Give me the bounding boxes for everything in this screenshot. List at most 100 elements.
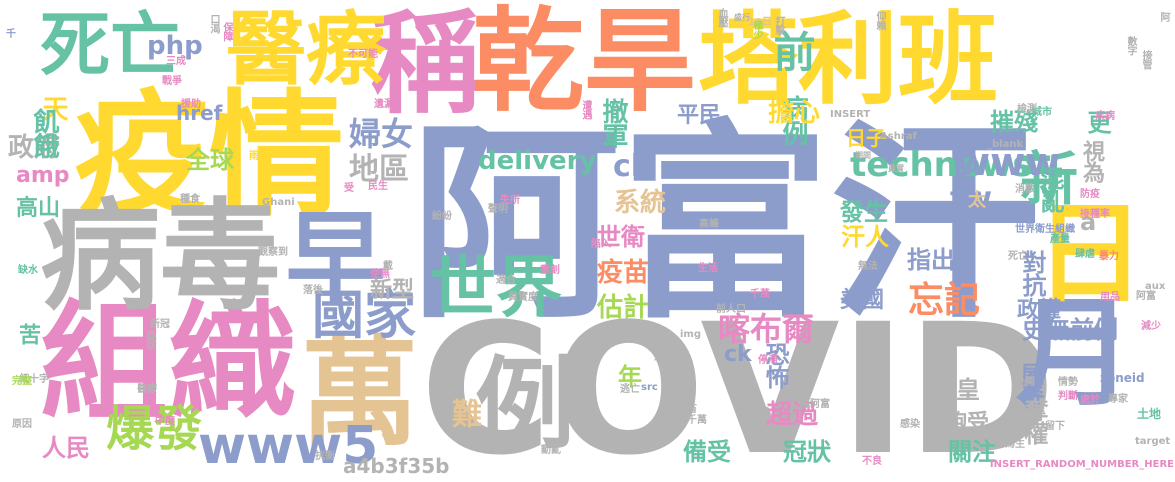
cloud-word: 陷入 bbox=[591, 239, 611, 250]
cloud-word: INSERT bbox=[830, 109, 871, 120]
cloud-word: 備受 bbox=[683, 438, 731, 466]
cloud-word: 年 bbox=[618, 363, 642, 391]
cloud-word: 抗衡 bbox=[315, 451, 335, 462]
cloud-word: 醫療 bbox=[137, 384, 157, 395]
cloud-word: tw bbox=[950, 181, 993, 216]
cloud-word: _blank bbox=[987, 139, 1024, 150]
cloud-word: 超過 bbox=[766, 400, 819, 430]
cloud-word: 視為 bbox=[1079, 140, 1104, 182]
cloud-word: 防疫 bbox=[1080, 189, 1100, 200]
cloud-word: 萬阿富 bbox=[800, 399, 830, 410]
cloud-word: a4b3f35b bbox=[343, 454, 450, 478]
cloud-word: 減少 bbox=[1141, 321, 1161, 332]
cloud-word: 症狀 bbox=[144, 330, 155, 349]
cloud-word: 國家 bbox=[312, 286, 417, 346]
cloud-word: 期間 bbox=[855, 151, 871, 160]
cloud-word: 受 bbox=[344, 183, 354, 194]
cloud-word: 天 bbox=[38, 95, 68, 120]
cloud-word: 遭受 bbox=[654, 352, 674, 363]
cloud-word: 分開 bbox=[1015, 377, 1035, 388]
cloud-word: 肆虐 bbox=[1075, 249, 1095, 260]
cloud-word: 血壓 bbox=[716, 8, 727, 27]
cloud-word: 系統 bbox=[614, 188, 667, 218]
cloud-word: 地區 bbox=[349, 152, 409, 187]
cloud-word: 使無 bbox=[370, 269, 390, 280]
cloud-word: 新型 bbox=[370, 278, 415, 303]
cloud-word: 中度 bbox=[155, 416, 175, 427]
cloud-word: php bbox=[147, 31, 203, 61]
cloud-word: 疾病 bbox=[1095, 111, 1115, 122]
cloud-word: 盛行 bbox=[734, 13, 750, 22]
cloud-word: 人民 bbox=[42, 434, 90, 462]
cloud-word: COVID bbox=[420, 286, 1056, 482]
cloud-word: amp bbox=[16, 163, 70, 188]
cloud-word: a bbox=[1080, 208, 1097, 236]
cloud-word: 政府 bbox=[8, 133, 61, 163]
cloud-word: 七成 bbox=[866, 401, 886, 412]
cloud-word: 阿富汗 bbox=[410, 102, 1041, 347]
cloud-word: 全球 bbox=[186, 146, 234, 174]
cloud-word: 月 bbox=[995, 290, 1133, 403]
cloud-word: 員實 bbox=[888, 164, 904, 173]
cloud-word: 千 bbox=[6, 29, 16, 40]
cloud-word: 飽受 bbox=[945, 411, 990, 436]
cloud-word: 發生 bbox=[840, 198, 888, 226]
cloud-word: 數字 bbox=[1125, 36, 1136, 55]
cloud-word: 世界 bbox=[430, 249, 562, 326]
cloud-word: src bbox=[641, 382, 658, 393]
cloud-word: 城市 bbox=[1032, 107, 1052, 118]
cloud-word: 萬 bbox=[280, 330, 418, 443]
cloud-word: 保障 bbox=[221, 22, 232, 41]
cloud-word: 情勢 bbox=[1058, 377, 1078, 388]
cloud-word: 打擊 bbox=[773, 16, 784, 35]
cloud-word: delivery bbox=[478, 146, 597, 176]
cloud-word: 飢餓 bbox=[29, 108, 59, 158]
cloud-word: 遏 bbox=[592, 434, 602, 445]
cloud-word: 病毒 bbox=[40, 188, 280, 327]
cloud-word: 無法 bbox=[858, 261, 878, 272]
cloud-word: aux bbox=[1145, 281, 1166, 292]
cloud-word: 口渴 bbox=[208, 14, 219, 33]
cloud-word: 原因 bbox=[12, 419, 32, 430]
cloud-word: 用品 bbox=[1100, 292, 1120, 303]
cloud-word: zoneid bbox=[1100, 371, 1145, 385]
cloud-word: 三成 bbox=[166, 56, 186, 67]
cloud-word: cb bbox=[613, 149, 653, 184]
cloud-word: 平民 bbox=[677, 103, 722, 128]
cloud-word: 檢測 bbox=[1017, 104, 1037, 115]
cloud-word: 聲明 bbox=[488, 204, 508, 215]
cloud-word: 高山 bbox=[16, 196, 61, 221]
cloud-word: 暴力 bbox=[1099, 251, 1119, 262]
cloud-word: www5 bbox=[198, 416, 379, 476]
cloud-word: www bbox=[955, 140, 1061, 184]
cloud-word: 員實度 bbox=[508, 292, 538, 303]
cloud-word: 感染 bbox=[900, 419, 920, 430]
cloud-word: 消散 bbox=[1015, 184, 1035, 195]
cloud-word: href bbox=[176, 101, 223, 125]
cloud-word: 戰爭 bbox=[162, 76, 182, 87]
cloud-word: Ghani bbox=[262, 197, 295, 208]
cloud-word: 對抗 bbox=[1018, 250, 1046, 296]
cloud-word: 關注 bbox=[948, 438, 996, 466]
cloud-word: 忘記 bbox=[908, 280, 981, 321]
cloud-word: 撤軍 bbox=[598, 98, 628, 148]
cloud-word: 逃亡 bbox=[620, 384, 640, 395]
cloud-word: 太 bbox=[968, 190, 986, 211]
cloud-word: img bbox=[680, 329, 702, 340]
cloud-word: 汗人 bbox=[841, 223, 889, 251]
cloud-word: 土地 bbox=[1137, 407, 1162, 421]
cloud-word: 紅十字 bbox=[19, 374, 49, 385]
cloud-word: 雨量 bbox=[249, 151, 269, 162]
cloud-word: 更 bbox=[1083, 110, 1111, 133]
cloud-word: 判斷 bbox=[1058, 391, 1078, 402]
cloud-word: 19日 bbox=[748, 17, 772, 28]
cloud-word: 種食 bbox=[180, 194, 200, 205]
cloud-word: 冠狀 bbox=[783, 438, 831, 466]
cloud-word: 接管 bbox=[1140, 50, 1151, 69]
cloud-word: 爆發 bbox=[106, 401, 203, 457]
cloud-word: 政權 bbox=[1017, 298, 1062, 323]
cloud-word: 塔利班 bbox=[698, 1, 998, 118]
cloud-word: Ashraf bbox=[880, 131, 917, 142]
cloud-word: 喀布爾 bbox=[718, 310, 815, 348]
cloud-word: 稱 bbox=[370, 0, 482, 129]
